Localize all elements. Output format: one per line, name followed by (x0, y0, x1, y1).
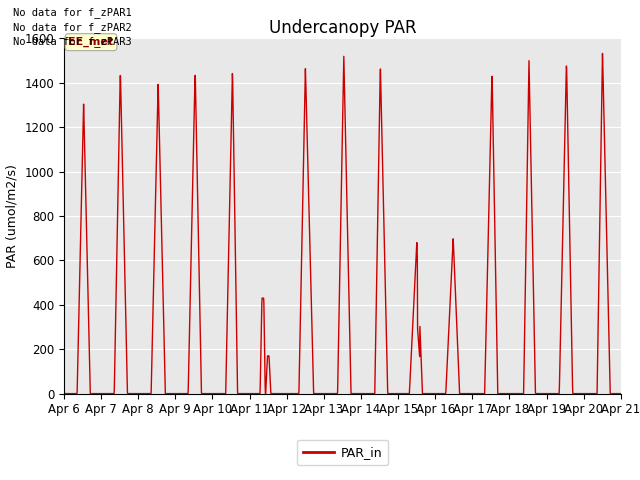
Text: No data for f_zPAR3: No data for f_zPAR3 (13, 36, 132, 47)
Text: No data for f_zPAR2: No data for f_zPAR2 (13, 22, 132, 33)
Text: EE_met: EE_met (68, 37, 113, 48)
Title: Undercanopy PAR: Undercanopy PAR (269, 19, 416, 37)
Text: No data for f_zPAR1: No data for f_zPAR1 (13, 7, 132, 18)
Y-axis label: PAR (umol/m2/s): PAR (umol/m2/s) (6, 164, 19, 268)
Legend: PAR_in: PAR_in (296, 440, 388, 466)
